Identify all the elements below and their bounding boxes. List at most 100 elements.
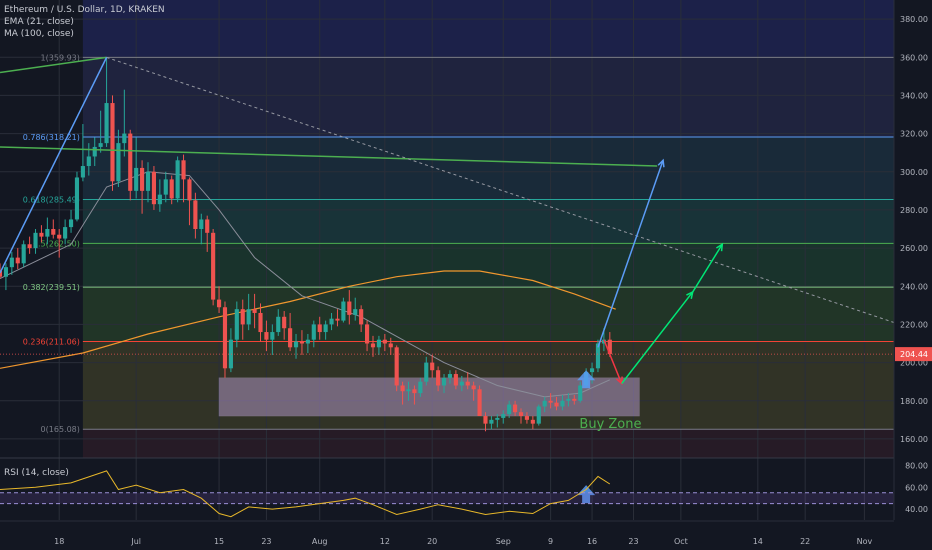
candle-body	[39, 232, 44, 237]
candle-body	[63, 227, 68, 239]
price-tick-label: 380.00	[900, 15, 928, 24]
candle-body	[0, 270, 3, 277]
candle-body	[542, 400, 547, 407]
candle-body	[572, 398, 577, 401]
fib-label: 0(165.08)	[41, 425, 80, 434]
candle-body	[566, 398, 571, 401]
candle-body	[418, 381, 423, 394]
trendline-rise-to-top[interactable]	[0, 57, 108, 274]
candle-body	[163, 179, 168, 195]
candle-body	[335, 318, 340, 321]
rsi-tick-label: 80.00	[905, 461, 928, 470]
buy-zone-label: Buy Zone	[579, 417, 641, 432]
candle-body	[181, 160, 186, 180]
candle-body	[140, 167, 145, 191]
symbol-title[interactable]: Ethereum / U.S. Dollar, 1D, KRAKEN	[4, 5, 165, 15]
candle-body	[329, 318, 334, 325]
candle-body	[483, 416, 488, 424]
price-tick-label: 160.00	[900, 435, 928, 444]
candle-body	[370, 343, 376, 348]
candle-body	[501, 414, 506, 418]
ema-legend[interactable]: EMA (21, close)	[4, 17, 74, 27]
last-price-badge[interactable]	[895, 347, 932, 362]
rsi-legend[interactable]: RSI (14, close)	[4, 468, 69, 478]
candle-body	[187, 179, 192, 201]
candle-body	[359, 309, 364, 325]
candle-body	[465, 381, 470, 386]
price-tick-label: 280.00	[900, 206, 928, 215]
time-tick-label: Jul	[130, 537, 141, 546]
candle-body	[151, 171, 157, 205]
ma-legend[interactable]: MA (100, close)	[4, 29, 74, 39]
time-tick-label: Oct	[674, 537, 688, 546]
rsi-tick-label: 40.00	[905, 505, 928, 514]
candle-body	[382, 339, 387, 344]
rsi-pane	[0, 457, 894, 518]
buy-zone[interactable]	[218, 377, 640, 417]
time-axis[interactable]: 18 Jul 15 23 Aug 12 20 Sep 9 16 23 Oct 14 22 Nov	[0, 520, 894, 546]
candle-body	[459, 381, 464, 386]
candle-body	[33, 232, 38, 249]
candle-body	[193, 200, 198, 229]
time-tick-label: 20	[427, 537, 437, 546]
trendline-green-resistance[interactable]	[0, 146, 658, 167]
trendline-upper-green[interactable]	[0, 56, 107, 74]
trendline-blue-projection[interactable]	[597, 160, 664, 348]
ma100-line	[0, 270, 616, 369]
candle-body	[589, 368, 595, 373]
fib-fill-0.618	[82, 199, 894, 244]
price-tick-label: 260.00	[900, 244, 928, 253]
candle-body	[288, 328, 293, 348]
candle-body	[134, 167, 139, 191]
candle-body	[21, 244, 26, 264]
candle-body	[157, 194, 162, 205]
candle-body	[216, 299, 222, 308]
price-tick-label: 320.00	[900, 130, 928, 139]
candle-body	[376, 339, 381, 348]
rsi-legend-box: RSI (14, close)	[4, 467, 69, 479]
candle-body	[258, 312, 263, 333]
arrowhead	[657, 158, 665, 168]
candle-body	[560, 400, 565, 407]
candle-body	[27, 244, 32, 249]
fibonacci-levels[interactable]: 1(359.93) 0.786(318.21) 0.618(285.49) 0.5(2…	[23, 53, 894, 434]
candle-body	[252, 309, 257, 313]
candle-body	[175, 160, 180, 199]
candle-body	[412, 389, 417, 394]
candle-body	[507, 404, 512, 415]
buy-zone-group[interactable]: Buy Zone	[218, 377, 642, 432]
time-tick-label: 9	[548, 537, 553, 546]
fib-fill-bottom	[82, 429, 894, 458]
trendline-green-projection-2[interactable]	[692, 243, 723, 293]
candle-body	[74, 177, 80, 220]
candle-body	[169, 179, 174, 199]
trendlines[interactable]	[0, 56, 895, 386]
trendline-green-projection-1[interactable]	[621, 291, 694, 385]
fib-label: 1(359.93)	[41, 53, 80, 62]
fib-label: 0.5(262.50)	[33, 239, 80, 248]
candle-body	[51, 229, 56, 235]
ema21-line	[0, 171, 611, 398]
candle-body	[270, 332, 275, 340]
fib-label: 0.236(211.06)	[23, 337, 80, 346]
candle-body	[240, 309, 245, 325]
trendline-red-pullback[interactable]	[603, 339, 623, 384]
time-tick-label: Aug	[312, 537, 328, 546]
candle-body	[347, 301, 352, 315]
candle-body	[110, 103, 115, 182]
up-arrow-price-icon	[577, 370, 596, 389]
trendline-dashed-descending[interactable]	[106, 56, 895, 323]
candle-body	[293, 341, 299, 348]
time-tick-label: 16	[587, 537, 597, 546]
candle-body	[317, 324, 322, 333]
candle-body	[495, 417, 500, 420]
candle-body	[80, 166, 85, 178]
candle-body	[311, 324, 316, 340]
candle-body	[365, 324, 370, 344]
candle-body	[430, 362, 435, 371]
rsi-tick-label: 60.00	[905, 483, 928, 492]
candle-body	[264, 332, 269, 340]
candle-body	[441, 377, 447, 386]
